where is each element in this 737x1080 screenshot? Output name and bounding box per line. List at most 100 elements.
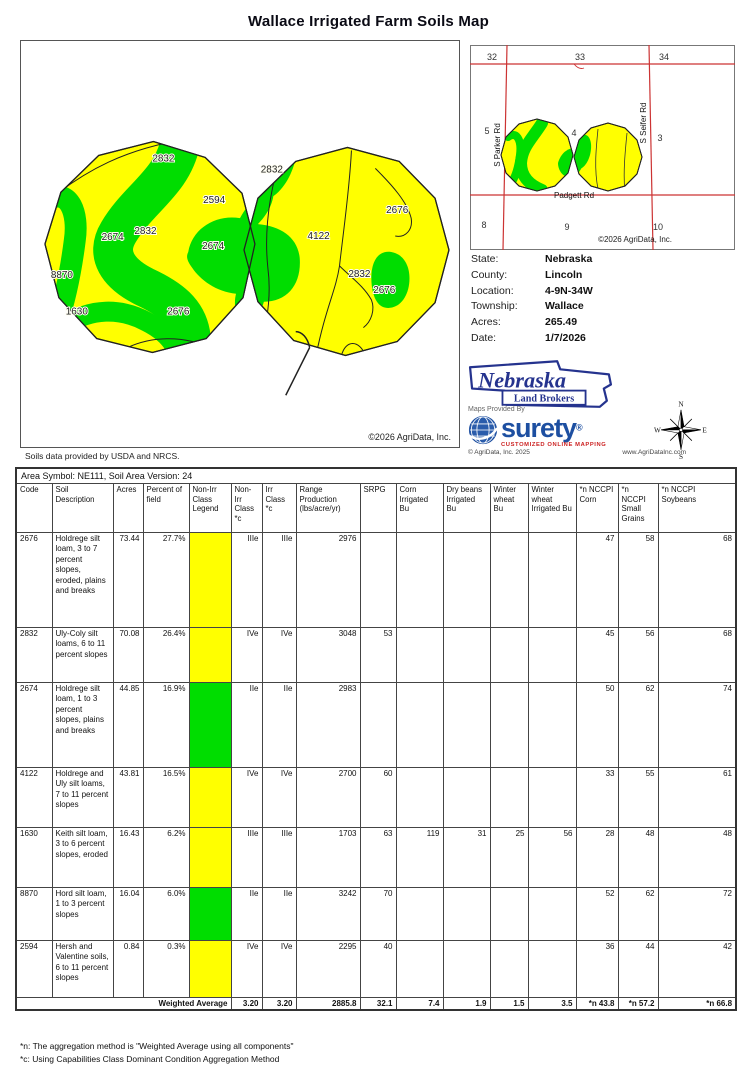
compass-e: E [702,427,707,435]
loc-sec-label: 10 [653,222,663,232]
info-value: 4-9N-34W [545,284,593,297]
weighted-average-row: Weighted Average 3.20 3.20 2885.8 32.1 7… [15,997,737,1011]
weighted-average-label: Weighted Average [15,997,232,1011]
soil-row-2674: 2674 Holdrege silt loam, 1 to 3 percent s… [15,682,737,768]
surety-tagline: CUSTOMIZED ONLINE MAPPING [501,442,607,448]
soil-code-label: 2832 [152,153,175,164]
cell-dry_beans_irrigated [442,887,491,941]
cell-nccpi_soybeans: 61 [657,767,737,828]
access-path-line [285,330,311,396]
soil-code-label: 2674 [102,232,125,243]
cell-acres: 43.81 [112,767,144,828]
cell-non_irr_class: IIIe [230,827,263,888]
cell-range_production: 2295 [295,940,361,998]
locator-road-labels: S Parker Rd S Seifer Rd Padgett Rd [493,103,648,200]
soil-code-label: 2832 [261,164,284,175]
cell-corn_irrigated [395,887,444,941]
wa-range-production: 2885.8 [295,997,361,1011]
soil-row-4122: 4122 Holdrege and Uly silt loams, 7 to 11… [15,767,737,828]
cell-nccpi_corn: 36 [575,940,619,998]
cell-dry_beans_irrigated: 31 [442,827,491,888]
cell-acres: 16.04 [112,887,144,941]
cell-nccpi_small_grains: 56 [617,627,659,683]
cell-nccpi_corn: 50 [575,682,619,768]
cell-srpg: 63 [359,827,397,888]
loc-sec-label: 4 [571,128,576,138]
col-range-production: Range Production (lbs/acre/yr) [295,483,361,533]
soil-code-label: 2832 [134,226,157,237]
cell-nccpi_corn: 45 [575,627,619,683]
cell-winter_wheat [489,682,529,768]
cell-description: Holdrege and Uly silt loams, 7 to 11 per… [51,767,114,828]
cell-corn_irrigated: 119 [395,827,444,888]
cell-percent: 6.0% [142,887,190,941]
loc-sec-label: 3 [657,133,662,143]
info-label: Township: [471,300,518,313]
cell-percent: 27.7% [142,532,190,628]
compass-w: W [654,427,661,435]
surety-wordmark: surety [501,413,577,443]
col-srpg: SRPG [359,483,397,533]
wa-nccpi-soybeans: *n 66.8 [657,997,737,1011]
cell-irr_class: IIIe [261,532,297,628]
cell-code: 1630 [15,827,53,888]
maps-provided-by: Maps Provided By [468,406,525,413]
cell-description: Hord silt loam, 1 to 3 percent slopes [51,887,114,941]
col-irr-class: Irr Class *c [261,483,297,533]
cell-srpg [359,682,397,768]
cell-non_irr_class: IVe [230,627,263,683]
cell-nccpi_soybeans: 68 [657,532,737,628]
cell-nccpi_corn: 33 [575,767,619,828]
nebraska-land-brokers-logo: Nebraska Land Brokers [466,357,618,410]
locator-section-labels: 32 33 34 5 4 3 8 9 10 [481,52,669,232]
cell-code: 4122 [15,767,53,828]
cell-winter_wheat_irrigated [527,767,577,828]
cell-percent: 16.9% [142,682,190,768]
agridata-line: © AgriData, Inc. 2025 www.AgriDataInc.co… [468,449,686,456]
loc-sec-label: 33 [575,52,585,62]
info-label: Location: [471,284,514,297]
cell-nccpi_small_grains: 62 [617,682,659,768]
cell-nccpi_small_grains: 48 [617,827,659,888]
cell-acres: 70.08 [112,627,144,683]
cell-non_irr_class: IVe [230,940,263,998]
cell-winter_wheat [489,627,529,683]
compass-rose-icon: N E S W [652,394,710,462]
cell-legend [188,940,232,998]
cell-srpg [359,532,397,628]
col-percent-of-field: Percent of field [142,483,190,533]
soil-row-2594: 2594 Hersh and Valentine soils, 6 to 11 p… [15,940,737,998]
cell-winter_wheat: 25 [489,827,529,888]
registered-mark: ® [576,422,583,433]
soil-code-label: 1630 [66,307,89,318]
cell-winter_wheat_irrigated [527,627,577,683]
col-corn-irrigated: Corn Irrigated Bu [395,483,444,533]
cell-acres: 16.43 [112,827,144,888]
cell-corn_irrigated [395,940,444,998]
cell-range_production: 2976 [295,532,361,628]
cell-winter_wheat_irrigated [527,887,577,941]
cell-percent: 16.5% [142,767,190,828]
cell-non_irr_class: IIe [230,682,263,768]
right-pivot-outline [243,146,450,357]
info-label: State: [471,253,499,265]
cell-dry_beans_irrigated [442,767,491,828]
property-info: State: Nebraska County: Lincoln Location: 4… [471,253,593,348]
info-value: Wallace [545,300,584,313]
main-map-copyright: ©2026 AgriData, Inc. [368,432,451,442]
cell-legend [188,627,232,683]
cell-srpg: 60 [359,767,397,828]
cell-corn_irrigated [395,627,444,683]
loc-sec-label: 8 [481,220,486,230]
cell-srpg: 40 [359,940,397,998]
cell-non_irr_class: IIe [230,887,263,941]
cell-percent: 6.2% [142,827,190,888]
cell-dry_beans_irrigated [442,682,491,768]
wa-nccpi-small-grains: *n 57.2 [617,997,659,1011]
cell-description: Holdrege silt loam, 1 to 3 percent slope… [51,682,114,768]
area-symbol: Area Symbol: NE111, Soil Area Version: 2… [15,467,737,484]
cell-irr_class: IIIe [261,827,297,888]
info-value: 1/7/2026 [545,331,586,344]
